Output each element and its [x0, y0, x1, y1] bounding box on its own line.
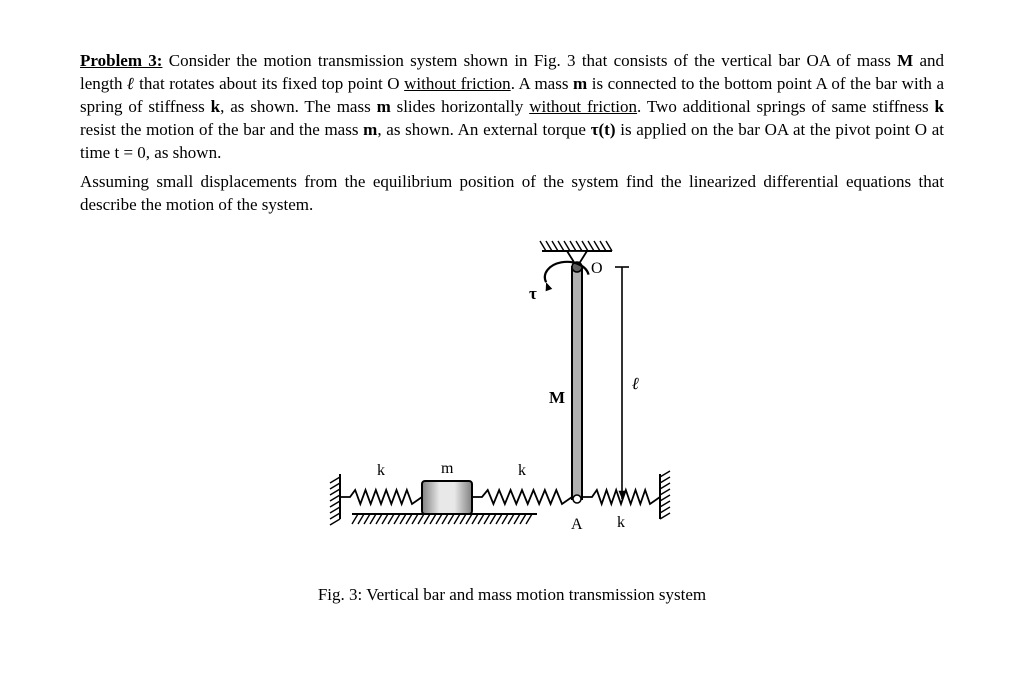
figure: Oτ Mℓ k m k Ak — [312, 239, 712, 579]
figure-svg: Oτ Mℓ k m k Ak — [312, 239, 712, 569]
var-l: ℓ — [127, 74, 135, 93]
var-m-1: m — [573, 74, 587, 93]
var-tau-t: τ(t) — [591, 120, 616, 139]
svg-text:ℓ: ℓ — [632, 374, 639, 393]
problem-paragraph-2: Assuming small displacements from the eq… — [80, 171, 944, 217]
svg-text:m: m — [441, 460, 454, 477]
text: that rotates about its fixed top point O — [135, 74, 405, 93]
text: , as shown. The mass — [220, 97, 376, 116]
text: slides horizontally — [391, 97, 529, 116]
var-m-3: m — [363, 120, 377, 139]
text: . A mass — [511, 74, 573, 93]
svg-text:k: k — [518, 462, 526, 479]
page: Problem 3: Consider the motion transmiss… — [0, 0, 1024, 683]
svg-text:k: k — [617, 514, 625, 531]
var-k-1: k — [211, 97, 220, 116]
problem-heading: Problem 3: — [80, 51, 162, 70]
svg-text:τ: τ — [529, 284, 537, 303]
svg-text:k: k — [377, 462, 385, 479]
var-k-2: k — [935, 97, 944, 116]
text: Consider the motion transmission system … — [162, 51, 897, 70]
svg-text:O: O — [591, 260, 603, 277]
text: . Two additional springs of same stiffne… — [637, 97, 935, 116]
underline-friction-2: without friction — [529, 97, 637, 116]
text: , as shown. An external torque — [377, 120, 590, 139]
figure-caption: Fig. 3: Vertical bar and mass motion tra… — [80, 585, 944, 605]
svg-text:M: M — [549, 388, 565, 407]
underline-friction-1: without friction — [404, 74, 511, 93]
var-m-2: m — [377, 97, 391, 116]
svg-text:A: A — [571, 516, 583, 533]
text: resist the motion of the bar and the mas… — [80, 120, 363, 139]
var-M: M — [897, 51, 913, 70]
problem-paragraph-1: Problem 3: Consider the motion transmiss… — [80, 50, 944, 165]
